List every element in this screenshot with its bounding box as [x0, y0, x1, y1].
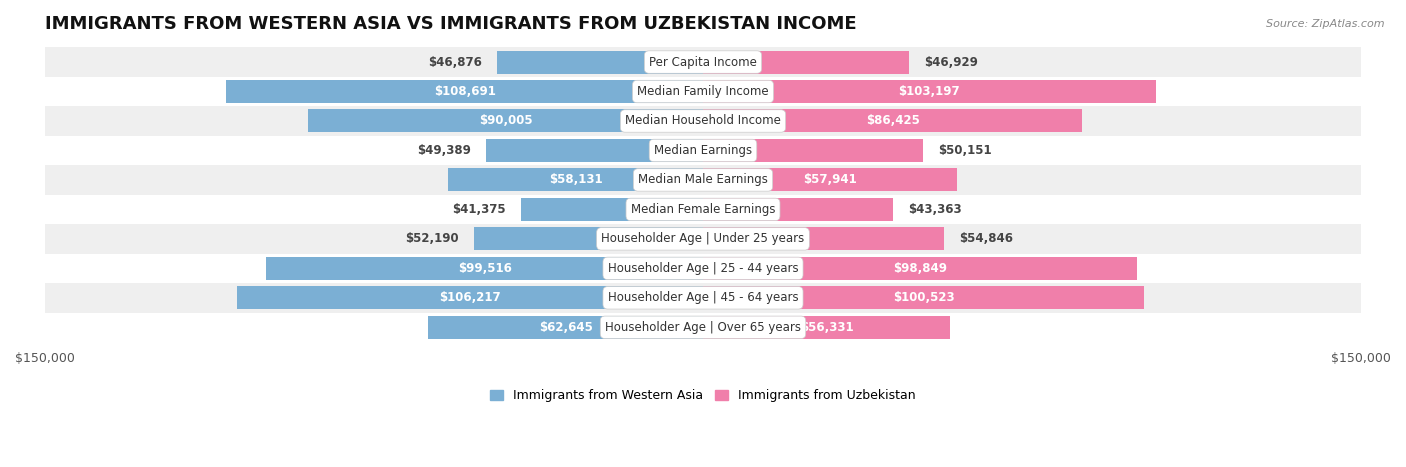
Text: $52,190: $52,190	[405, 233, 458, 245]
Bar	[703, 257, 1136, 280]
Text: Per Capita Income: Per Capita Income	[650, 56, 756, 69]
Text: Median Family Income: Median Family Income	[637, 85, 769, 98]
Bar	[45, 136, 1361, 165]
Text: Source: ZipAtlas.com: Source: ZipAtlas.com	[1267, 19, 1385, 28]
Bar	[45, 195, 1361, 224]
Text: $108,691: $108,691	[433, 85, 495, 98]
Bar	[266, 257, 703, 280]
Text: Median Household Income: Median Household Income	[626, 114, 780, 127]
Bar	[308, 109, 703, 133]
Text: $62,645: $62,645	[538, 321, 592, 334]
Bar	[45, 254, 1361, 283]
Text: $43,363: $43,363	[908, 203, 962, 216]
Text: $54,846: $54,846	[959, 233, 1012, 245]
Bar	[45, 165, 1361, 195]
Text: Householder Age | Under 25 years: Householder Age | Under 25 years	[602, 233, 804, 245]
Bar	[703, 169, 957, 191]
Text: $56,331: $56,331	[800, 321, 853, 334]
Bar	[238, 286, 703, 309]
Bar	[429, 316, 703, 339]
Text: Householder Age | Over 65 years: Householder Age | Over 65 years	[605, 321, 801, 334]
Text: $41,375: $41,375	[453, 203, 506, 216]
Bar	[703, 80, 1156, 103]
Text: $98,849: $98,849	[893, 262, 946, 275]
Text: $57,941: $57,941	[803, 173, 858, 186]
Text: $86,425: $86,425	[866, 114, 920, 127]
Bar	[703, 198, 893, 221]
Text: $50,151: $50,151	[938, 144, 993, 157]
Text: $106,217: $106,217	[439, 291, 501, 304]
Text: Median Earnings: Median Earnings	[654, 144, 752, 157]
Legend: Immigrants from Western Asia, Immigrants from Uzbekistan: Immigrants from Western Asia, Immigrants…	[485, 384, 921, 407]
Bar	[703, 227, 943, 250]
Text: Householder Age | 25 - 44 years: Householder Age | 25 - 44 years	[607, 262, 799, 275]
Text: $90,005: $90,005	[479, 114, 533, 127]
Bar	[226, 80, 703, 103]
Bar	[474, 227, 703, 250]
Bar	[45, 312, 1361, 342]
Text: $49,389: $49,389	[418, 144, 471, 157]
Bar	[45, 283, 1361, 312]
Text: $100,523: $100,523	[893, 291, 955, 304]
Bar	[703, 139, 922, 162]
Text: Householder Age | 45 - 64 years: Householder Age | 45 - 64 years	[607, 291, 799, 304]
Bar	[522, 198, 703, 221]
Bar	[449, 169, 703, 191]
Bar	[45, 224, 1361, 254]
Text: $99,516: $99,516	[458, 262, 512, 275]
Bar	[486, 139, 703, 162]
Bar	[498, 50, 703, 73]
Text: $46,876: $46,876	[427, 56, 482, 69]
Text: Median Male Earnings: Median Male Earnings	[638, 173, 768, 186]
Bar	[703, 316, 950, 339]
Text: $103,197: $103,197	[898, 85, 960, 98]
Bar	[703, 109, 1083, 133]
Bar	[703, 286, 1144, 309]
Text: $46,929: $46,929	[924, 56, 979, 69]
Bar	[45, 77, 1361, 106]
Text: $58,131: $58,131	[548, 173, 602, 186]
Bar	[703, 50, 908, 73]
Bar	[45, 106, 1361, 136]
Bar	[45, 47, 1361, 77]
Text: Median Female Earnings: Median Female Earnings	[631, 203, 775, 216]
Text: IMMIGRANTS FROM WESTERN ASIA VS IMMIGRANTS FROM UZBEKISTAN INCOME: IMMIGRANTS FROM WESTERN ASIA VS IMMIGRAN…	[45, 15, 856, 33]
